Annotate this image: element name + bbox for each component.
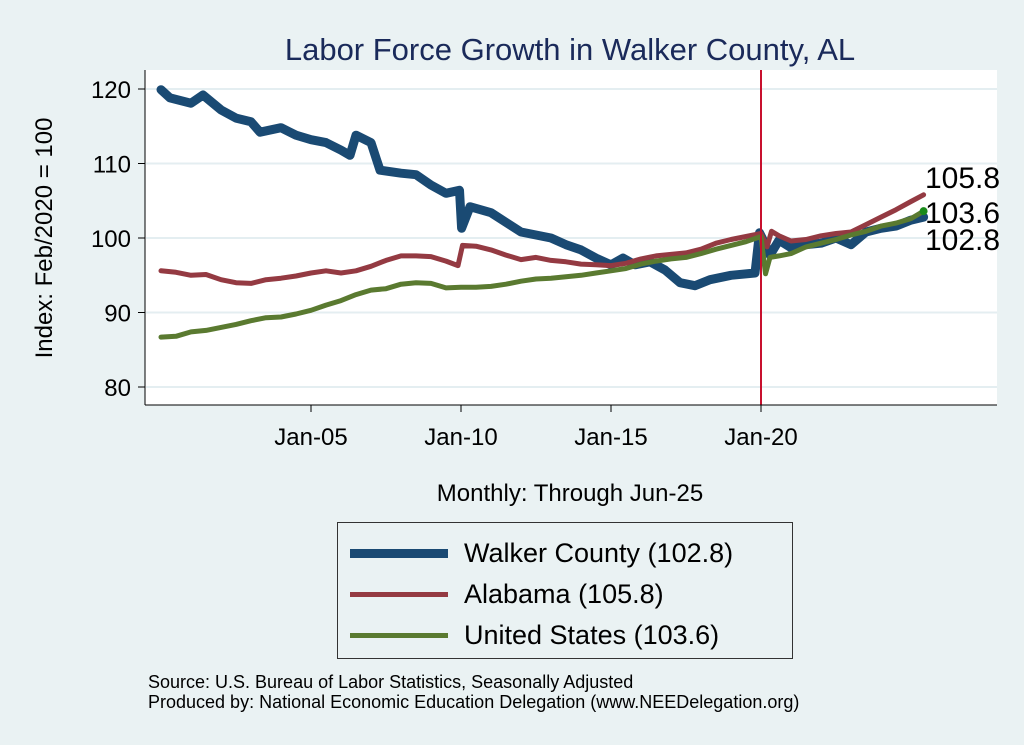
legend-swatch-walker bbox=[350, 548, 448, 558]
end-label-walker: 102.8 bbox=[925, 224, 1000, 257]
legend-swatch-alabama bbox=[350, 591, 448, 597]
legend-item-alabama: Alabama (105.8) bbox=[350, 574, 664, 614]
chart-title: Labor Force Growth in Walker County, AL bbox=[285, 32, 855, 67]
end-label-alabama: 105.8 bbox=[925, 162, 1000, 195]
legend-swatch-us bbox=[350, 632, 448, 638]
series-line-alabama bbox=[158, 192, 927, 286]
series-lines bbox=[156, 85, 929, 340]
legend-label-alabama: Alabama (105.8) bbox=[464, 578, 664, 609]
legend-label-walker: Walker County (102.8) bbox=[464, 537, 734, 568]
y-tick-label: 100 bbox=[91, 226, 131, 253]
x-tick-label: Jan-15 bbox=[574, 424, 647, 451]
y-axis-title: Index: Feb/2020 = 100 bbox=[31, 118, 58, 359]
producer-note: Produced by: National Economic Education… bbox=[148, 692, 800, 712]
legend-item-us: United States (103.6) bbox=[350, 615, 719, 655]
x-ticks: Jan-05 Jan-10 Jan-15 Jan-20 bbox=[274, 405, 798, 451]
y-ticks: 80 90 100 110 120 bbox=[91, 77, 145, 402]
end-marker-us bbox=[919, 207, 928, 216]
x-tick-label: Jan-10 bbox=[424, 424, 497, 451]
y-tick-label: 120 bbox=[91, 77, 131, 104]
legend-item-walker: Walker County (102.8) bbox=[350, 533, 733, 573]
y-tick-label: 110 bbox=[93, 152, 131, 179]
x-axis-title: Monthly: Through Jun-25 bbox=[437, 480, 703, 507]
series-line-united-states bbox=[158, 208, 927, 340]
source-note: Source: U.S. Bureau of Labor Statistics,… bbox=[148, 672, 634, 692]
y-tick-label: 80 bbox=[104, 375, 131, 402]
x-tick-label: Jan-20 bbox=[724, 424, 797, 451]
footer-notes: Source: U.S. Bureau of Labor Statistics,… bbox=[148, 672, 799, 712]
y-tick-label: 90 bbox=[104, 301, 131, 328]
legend-label-us: United States (103.6) bbox=[464, 619, 720, 650]
x-tick-label: Jan-05 bbox=[274, 424, 347, 451]
end-label-us: 103.6 bbox=[925, 197, 1000, 230]
series-line-walker-county bbox=[156, 85, 929, 291]
legend: Walker County (102.8) Alabama (105.8) Un… bbox=[337, 522, 793, 659]
